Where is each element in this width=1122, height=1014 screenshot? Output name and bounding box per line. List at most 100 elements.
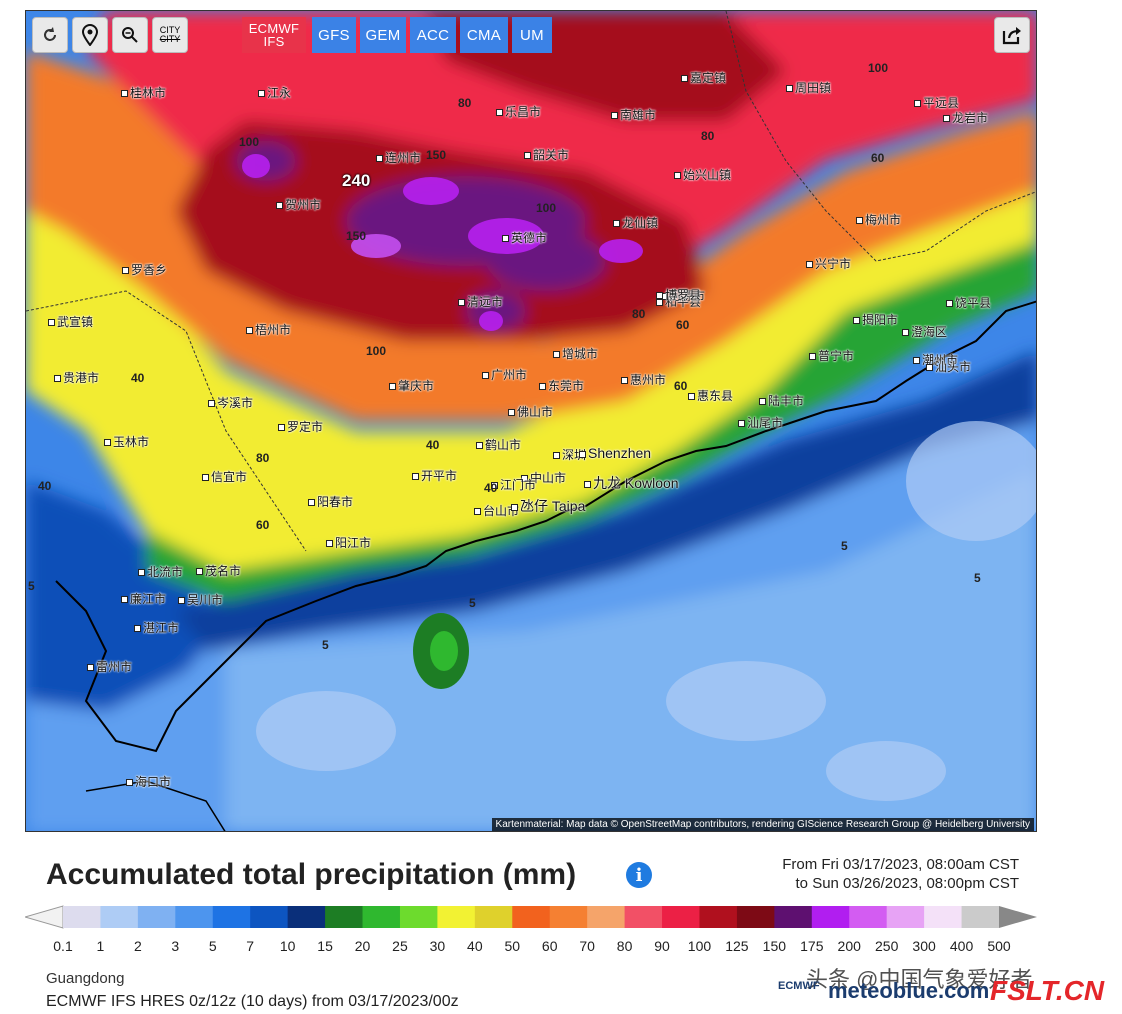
city-label: 饶平县 (946, 294, 991, 311)
legend-swatch (886, 906, 925, 928)
city-label: 阳江市 (326, 534, 371, 551)
city-label: 九龙 Kowloon (584, 473, 679, 493)
contour-label: 5 (841, 539, 848, 553)
info-icon[interactable]: i (626, 862, 652, 888)
city-label: 韶关市 (524, 146, 569, 163)
legend-tick-label: 300 (912, 938, 936, 954)
city-label: 湛江市 (134, 619, 179, 636)
model-run-label: ECMWF IFS HRES 0z/12z (10 days) from 03/… (46, 993, 459, 1010)
city-label: 吴川市 (178, 591, 223, 608)
city-label: 罗定市 (278, 418, 323, 435)
legend-tick-label: 10 (279, 938, 296, 954)
model-button-label: IFS (263, 34, 285, 49)
city-label: 龙岩市 (943, 109, 988, 126)
contour-label: 40 (426, 438, 440, 452)
model-button-cma[interactable]: CMA (460, 17, 508, 53)
city-label: 惠东县 (688, 387, 733, 404)
city-label: 阳春市 (308, 493, 353, 510)
legend-swatch (250, 906, 289, 928)
model-button-ecmwf-ifs[interactable]: ECMWF IFS (242, 17, 306, 53)
legend-swatch (100, 906, 139, 928)
city-label: 江门市 (491, 476, 536, 493)
city-label: 陆丰市 (759, 392, 804, 409)
location-button[interactable] (72, 17, 108, 53)
contour-label: 60 (256, 518, 270, 532)
legend-tick-label: 125 (725, 938, 749, 954)
city-label: 兴宁市 (806, 255, 851, 272)
legend-tick-label: 175 (800, 938, 824, 954)
contour-label: 5 (469, 596, 476, 610)
city-label: Shenzhen (579, 445, 651, 461)
contour-label: 100 (536, 201, 557, 215)
legend-swatch (512, 906, 551, 928)
contour-label: 5 (28, 579, 35, 593)
legend-swatch (811, 906, 850, 928)
legend-swatch (325, 906, 364, 928)
model-button-gfs[interactable]: GFS (312, 17, 356, 53)
city-label: 英德市 (502, 229, 547, 246)
legend-tick-label: 5 (208, 938, 217, 954)
legend-tick-label: 2 (133, 938, 142, 954)
city-label: 雷州市 (87, 658, 132, 675)
legend-tick-label: 15 (317, 938, 333, 954)
city-label: 嘉定镇 (681, 69, 726, 86)
max-precip-label: 240 (342, 171, 371, 190)
legend-tick-label: 0.1 (53, 938, 73, 954)
legend-tick-label: 1 (96, 938, 105, 954)
legend-swatch (362, 906, 401, 928)
city-label: 澄海区 (902, 323, 947, 340)
city-label: 贺州市 (276, 196, 321, 213)
legend-tick-label: 500 (987, 938, 1011, 954)
date-to: to Sun 03/26/2023, 08:00pm CST (795, 875, 1019, 892)
model-button-um[interactable]: UM (512, 17, 552, 53)
city-label: 台山市 (474, 502, 519, 519)
legend-swatch (662, 906, 700, 928)
city-toggle-label-struck: CITY (159, 34, 181, 44)
legend-tick-label: 60 (541, 938, 558, 954)
city-label: 中山市 (521, 469, 566, 486)
city-label: 岑溪市 (208, 394, 253, 411)
legend-swatch (137, 906, 176, 928)
city-label: 广州市 (482, 366, 527, 383)
legend-tick-label: 7 (246, 938, 255, 954)
city-label: 鹤山市 (476, 436, 521, 453)
city-label: 东莞市 (539, 377, 584, 394)
city-label: 惠州市 (621, 371, 666, 388)
contour-label: 80 (458, 96, 472, 110)
zoom-out-icon (122, 27, 138, 43)
refresh-button[interactable] (32, 17, 68, 53)
city-toggle-label: CITY (159, 25, 181, 35)
city-label: 信宜市 (202, 468, 247, 485)
city-toggle-button[interactable]: CITY CITY (152, 17, 188, 53)
legend-tick-label: 20 (354, 938, 371, 954)
contour-label: 60 (676, 318, 690, 332)
legend-swatch (736, 906, 775, 928)
legend-swatch (849, 906, 888, 928)
city-label: 周田镇 (786, 79, 831, 96)
contour-label: 60 (871, 151, 885, 165)
city-label: 廉江市 (121, 590, 166, 607)
contour-label: 40 (484, 481, 498, 495)
city-label: 佛山市 (508, 403, 553, 420)
city-label: 桂林市 (121, 84, 166, 101)
legend-tick-label: 200 (837, 938, 861, 954)
precipitation-map[interactable]: CITY CITY ECMWF IFS GFS GEM ACC CMA UM 乐昌市 南雄市嘉… (25, 10, 1037, 832)
city-label: 海口市 (126, 773, 171, 790)
share-icon (1002, 27, 1021, 45)
model-button-gem[interactable]: GEM (360, 17, 406, 53)
zoom-out-button[interactable] (112, 17, 148, 53)
legend-swatch (587, 906, 626, 928)
city-label: 氹仔 Taipa (511, 496, 585, 516)
city-label: 汕尾市 (738, 414, 783, 431)
precipitation-field (26, 11, 1036, 831)
legend-swatch (212, 906, 251, 928)
chart-title: Accumulated total precipitation (mm) (46, 858, 577, 891)
legend-tick-label: 250 (874, 938, 899, 954)
share-button[interactable] (994, 17, 1030, 53)
legend-arrow-low (25, 905, 64, 929)
model-button-acc[interactable]: ACC (410, 17, 456, 53)
legend-tick-label: 100 (687, 938, 712, 954)
city-label: 开平市 (412, 467, 457, 484)
legend-tick-label: 30 (429, 938, 446, 954)
map-attribution[interactable]: Kartenmaterial: Map data © OpenStreetMap… (491, 818, 1034, 831)
